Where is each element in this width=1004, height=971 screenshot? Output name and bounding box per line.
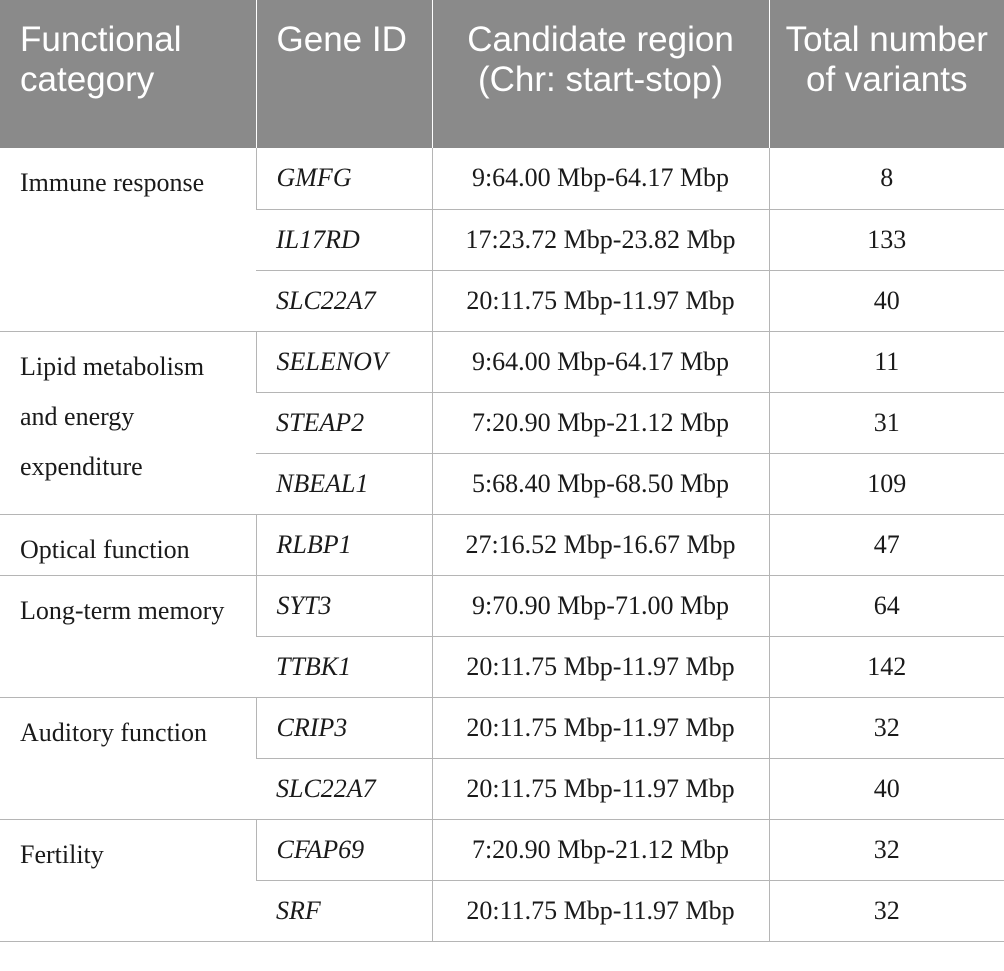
cell-gene-id: SYT3 [255,575,432,637]
cell-candidate-region: 27:16.52 Mbp-16.67 Mbp [431,514,769,576]
cell-functional-category: Lipid metabolism and energy expenditure [0,331,256,515]
cell-total-variants: 11 [768,331,1004,393]
cell-candidate-region: 5:68.40 Mbp-68.50 Mbp [431,453,769,515]
table-row: Lipid metabolism and energy expenditure S… [0,331,1004,515]
variants-table: Functional category Gene ID Candidate re… [0,0,1004,942]
table-row: SLC22A7 20:11.75 Mbp-11.97 Mbp 40 [0,758,1004,820]
cell-total-variants: 40 [768,270,1004,332]
cell-total-variants: 142 [768,636,1004,698]
cell-gene-id: CFAP69 [255,819,432,881]
cell-total-variants: 32 [768,880,1004,942]
cell-gene-id: IL17RD [256,209,432,271]
table-row: Immune response GMFG 9:64.00 Mbp-64.17 Mbp… [0,148,1004,332]
cell-total-variants: 40 [768,758,1004,820]
cell-gene-id: CRIP3 [255,697,432,759]
cell-functional-category: Auditory function [0,697,256,820]
cell-candidate-region: 20:11.75 Mbp-11.97 Mbp [431,880,769,942]
category-label: Optical function [20,534,190,564]
cell-total-variants: 32 [768,697,1004,759]
cell-gene-id: SRF [256,880,432,942]
table-row: Optical function RLBP1 27:16.52 Mbp-16.67 … [0,514,1004,576]
cell-candidate-region: 20:11.75 Mbp-11.97 Mbp [431,270,769,332]
table-body: Immune response GMFG 9:64.00 Mbp-64.17 Mbp… [0,148,1004,942]
table-row: Fertility CFAP69 7:20.90 Mbp-21.12 Mbp 32 [0,819,1004,942]
cell-candidate-region: 20:11.75 Mbp-11.97 Mbp [431,697,769,759]
cell-candidate-region: 7:20.90 Mbp-21.12 Mbp [431,819,769,881]
table-row: SRF 20:11.75 Mbp-11.97 Mbp 32 [0,880,1004,942]
category-label: Lipid metabolism and energy expenditure [20,351,205,481]
cell-gene-id: SLC22A7 [256,758,432,820]
cell-functional-category: Immune response [0,148,256,332]
cell-functional-category: Fertility [0,819,256,942]
table-row: TTBK1 20:11.75 Mbp-11.97 Mbp 142 [0,636,1004,698]
cell-total-variants: 47 [768,514,1004,576]
cell-gene-id: NBEAL1 [256,453,432,515]
category-label: Immune response [20,168,205,197]
cell-candidate-region: 20:11.75 Mbp-11.97 Mbp [431,758,769,820]
cell-gene-id: STEAP2 [256,392,432,454]
cell-candidate-region: 9:64.00 Mbp-64.17 Mbp [431,331,769,393]
cell-total-variants: 32 [768,819,1004,881]
cell-candidate-region: 17:23.72 Mbp-23.82 Mbp [431,209,769,271]
category-label: Fertility [20,839,104,869]
cell-total-variants: 133 [768,209,1004,271]
cell-candidate-region: 9:64.00 Mbp-64.17 Mbp [431,148,769,210]
table-header: Functional category Gene ID Candidate re… [0,0,1004,148]
header-row: Functional category Gene ID Candidate re… [0,0,1004,148]
cell-gene-id: SELENOV [255,331,432,393]
table-row: Auditory function CRIP3 20:11.75 Mbp-11.97… [0,697,1004,820]
cell-gene-id: RLBP1 [255,514,432,576]
cell-total-variants: 31 [768,392,1004,454]
header-gene-id: Gene ID [255,0,432,148]
header-functional-category: Functional category [0,0,256,148]
table-row: Long-term memory SYT3 9:70.90 Mbp-71.00 Mb… [0,575,1004,698]
cell-functional-category: Optical function [0,514,256,576]
header-total-variants: Total number of variants [768,0,1004,148]
table-row: IL17RD 17:23.72 Mbp-23.82 Mbp 133 [0,209,1004,271]
cell-functional-category: Long-term memory [0,575,256,698]
cell-gene-id: TTBK1 [256,636,432,698]
header-candidate-region: Candidate region (Chr: start-stop) [431,0,769,148]
cell-candidate-region: 20:11.75 Mbp-11.97 Mbp [431,636,769,698]
cell-total-variants: 109 [768,453,1004,515]
category-label: Auditory function [20,717,208,747]
cell-total-variants: 8 [768,148,1004,210]
category-label: Long-term memory [20,595,225,625]
table-row: SLC22A7 20:11.75 Mbp-11.97 Mbp 40 [0,270,1004,332]
table-row: STEAP2 7:20.90 Mbp-21.12 Mbp 31 [0,392,1004,454]
cell-gene-id: SLC22A7 [256,270,432,332]
cell-gene-id: GMFG [255,148,432,210]
cell-candidate-region: 9:70.90 Mbp-71.00 Mbp [431,575,769,637]
cell-candidate-region: 7:20.90 Mbp-21.12 Mbp [431,392,769,454]
cell-total-variants: 64 [768,575,1004,637]
table-row: NBEAL1 5:68.40 Mbp-68.50 Mbp 109 [0,453,1004,515]
